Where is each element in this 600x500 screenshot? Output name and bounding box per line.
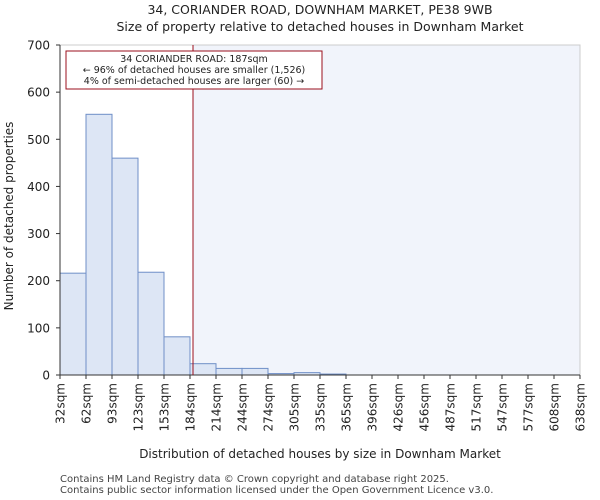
x-tick-label: 62sqm [80, 383, 94, 424]
x-tick-label: 396sqm [366, 383, 380, 431]
x-tick-label: 487sqm [444, 383, 458, 431]
y-tick-label: 0 [42, 369, 50, 383]
x-tick-label: 517sqm [470, 383, 484, 431]
histogram-bar [59, 272, 87, 376]
y-tick-label: 100 [27, 321, 50, 335]
y-axis-label: Number of detached properties [2, 122, 16, 311]
y-tick-label: 200 [27, 274, 50, 288]
x-tick-label: 214sqm [210, 383, 224, 431]
x-tick-label: 153sqm [158, 383, 172, 431]
x-tick-label: 426sqm [392, 383, 406, 431]
x-tick-label: 123sqm [132, 383, 146, 431]
x-tick-label: 577sqm [522, 383, 536, 431]
x-tick-label: 365sqm [340, 383, 354, 431]
annotation-line: 34 CORIANDER ROAD: 187sqm [120, 54, 267, 65]
x-tick-label: 456sqm [418, 383, 432, 431]
footer-copyright: Contains HM Land Registry data © Crown c… [60, 474, 449, 485]
y-tick-label: 700 [27, 39, 50, 53]
x-tick-label: 274sqm [262, 383, 276, 431]
y-tick-label: 500 [27, 133, 50, 147]
x-tick-label: 547sqm [496, 383, 510, 431]
annotation-line: 4% of semi-detached houses are larger (6… [84, 76, 304, 87]
annotation-line: ← 96% of detached houses are smaller (1,… [83, 65, 306, 76]
x-tick-label: 305sqm [288, 383, 302, 431]
x-axis-label: Distribution of detached houses by size … [139, 447, 501, 461]
x-tick-label: 93sqm [106, 383, 120, 424]
highlight-region [193, 45, 580, 375]
histogram-bar [241, 367, 269, 376]
histogram-bar [111, 157, 139, 376]
histogram-bar [163, 336, 191, 376]
x-tick-label: 32sqm [54, 383, 68, 424]
chart-title: 34, CORIANDER ROAD, DOWNHAM MARKET, PE38… [147, 2, 492, 17]
histogram-bar [137, 271, 165, 376]
y-tick-label: 600 [27, 86, 50, 100]
footer-licence: Contains public sector information licen… [60, 485, 494, 496]
histogram-bar [189, 363, 217, 376]
plot-area: 0 100 200 300 400 500 600 700 32sqm 62sqm 93sqm 123… [27, 39, 587, 432]
x-tick-label: 244sqm [236, 383, 250, 431]
x-tick-label: 184sqm [184, 383, 198, 431]
x-tick-label: 335sqm [314, 383, 328, 431]
x-tick-label: 638sqm [574, 383, 588, 431]
y-tick-label: 300 [27, 227, 50, 241]
y-tick-label: 400 [27, 180, 50, 194]
annotation-box [65, 50, 323, 90]
x-tick-label: 608sqm [548, 383, 562, 431]
chart-subtitle: Size of property relative to detached ho… [116, 19, 523, 34]
histogram-bar [215, 367, 243, 376]
histogram-bar [85, 113, 113, 376]
